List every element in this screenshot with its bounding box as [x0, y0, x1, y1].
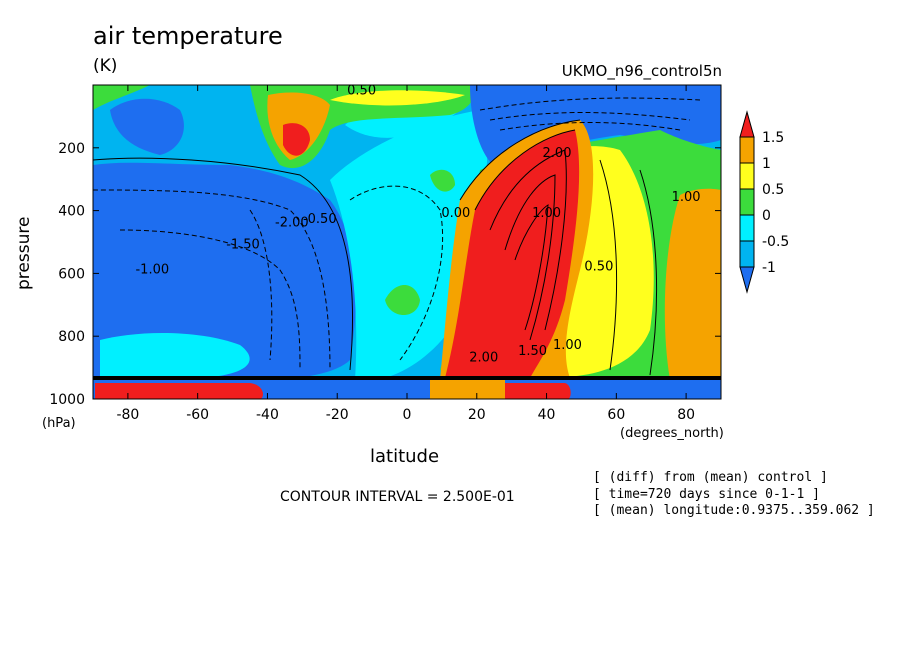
- contour-labels: 0.50 -0.50 -1.50 -1.00 -2.00 0.00 1.00 2.00 0.50…: [135, 83, 700, 365]
- x-axis-title: latitude: [370, 446, 440, 467]
- y-axis-title: pressure: [14, 216, 34, 290]
- x-tick-label: -40: [256, 407, 279, 423]
- contour-label: 0.50: [347, 83, 376, 98]
- contour-line: [499, 122, 681, 131]
- contour-line: [639, 169, 658, 376]
- contour-line: [504, 174, 556, 341]
- colorbar-label: 1: [762, 156, 771, 172]
- colorbar-cap-high: [739, 110, 755, 138]
- surface-pos-region: [430, 378, 505, 399]
- contour-line: [479, 97, 701, 111]
- field-neg-region: [93, 162, 356, 382]
- y-tick-label: 800: [58, 329, 85, 345]
- info-line: [ time=720 days since 0-1-1 ]: [593, 487, 820, 502]
- field-pos-region: [93, 85, 150, 110]
- x-tick-label: 0: [403, 407, 412, 423]
- contour-lines: [93, 97, 721, 380]
- contour-line: [349, 185, 444, 361]
- contour-label: -1.00: [135, 262, 169, 277]
- contour-line: [119, 229, 301, 371]
- contour-line: [489, 112, 691, 121]
- run-label: UKMO_n96_control5n: [561, 62, 722, 80]
- colorbar-swatch: [739, 240, 755, 268]
- field-cyan-region: [100, 333, 250, 378]
- y-axis-units: (hPa): [42, 416, 76, 431]
- field-pos-region: [283, 123, 310, 156]
- field-pos-region: [445, 130, 580, 378]
- x-tick-label: 40: [538, 407, 556, 423]
- field-pos-region: [430, 169, 455, 192]
- colorbar: 1.5 1 0.5 0 -0.5 -1: [739, 110, 789, 294]
- field-neg-region: [110, 98, 184, 155]
- info-line: [ (diff) from (mean) control ]: [593, 470, 828, 485]
- x-tick-label: -20: [326, 407, 349, 423]
- surface-pos-region: [95, 383, 263, 399]
- plot-title: air temperature: [93, 22, 283, 50]
- colorbar-swatch: [739, 214, 755, 242]
- contour-label: 1.00: [553, 338, 582, 353]
- contour-label: 1.50: [518, 344, 547, 359]
- colorbar-label: 1.5: [762, 130, 784, 146]
- x-axis-units: (degrees_north): [620, 426, 724, 441]
- field-pos-region: [664, 188, 721, 380]
- contour-line: [599, 159, 618, 371]
- y-tick-label: 600: [58, 266, 85, 282]
- contour-line: [93, 157, 353, 371]
- contour-label: 0.00: [441, 206, 470, 221]
- x-tick-label: -60: [186, 407, 209, 423]
- field-pos-region: [385, 285, 420, 315]
- contour-line: [474, 129, 576, 211]
- contour-line: [514, 204, 549, 331]
- contour-label: 2.00: [543, 146, 572, 161]
- x-tick-label: 20: [468, 407, 486, 423]
- colorbar-label: -0.5: [762, 234, 789, 250]
- colorbar-label: 0.5: [762, 182, 784, 198]
- contour-label: -1.50: [226, 237, 260, 252]
- colorbar-swatch: [739, 136, 755, 164]
- contour-label: 1.00: [672, 190, 701, 205]
- contour-label: -2.00: [275, 215, 309, 230]
- colorbar-swatch: [739, 188, 755, 216]
- field-pos-region: [330, 90, 465, 106]
- info-line: [ (mean) longitude:0.9375..359.062 ]: [593, 503, 875, 518]
- colorbar-swatch: [739, 162, 755, 190]
- y-tick-label: 1000: [49, 392, 85, 408]
- surface-pos-region: [505, 383, 571, 399]
- x-tick-label: -80: [116, 407, 139, 423]
- colorbar-label: -1: [762, 260, 776, 276]
- y-tick-label: 400: [58, 204, 85, 220]
- units-label: (K): [93, 56, 118, 76]
- x-axis: -80 -60 -40 -20 0 20 40 60 80: [116, 85, 695, 423]
- x-tick-label: 80: [677, 407, 695, 423]
- y-axis: 200 400 600 800 1000: [49, 141, 721, 408]
- contour-label: 1.00: [532, 206, 561, 221]
- contour-line: [249, 209, 273, 361]
- x-tick-label: 60: [607, 407, 625, 423]
- colorbar-cap-low: [739, 266, 755, 294]
- contour-label: 0.50: [584, 259, 613, 274]
- y-tick-label: 200: [58, 141, 85, 157]
- colorbar-label: 0: [762, 208, 771, 224]
- contour-line: [489, 149, 567, 331]
- contour-label: 2.00: [469, 350, 498, 365]
- contour-label: -0.50: [303, 212, 337, 227]
- contour-field: [93, 85, 721, 399]
- contour-interval: CONTOUR INTERVAL = 2.500E-01: [280, 489, 515, 505]
